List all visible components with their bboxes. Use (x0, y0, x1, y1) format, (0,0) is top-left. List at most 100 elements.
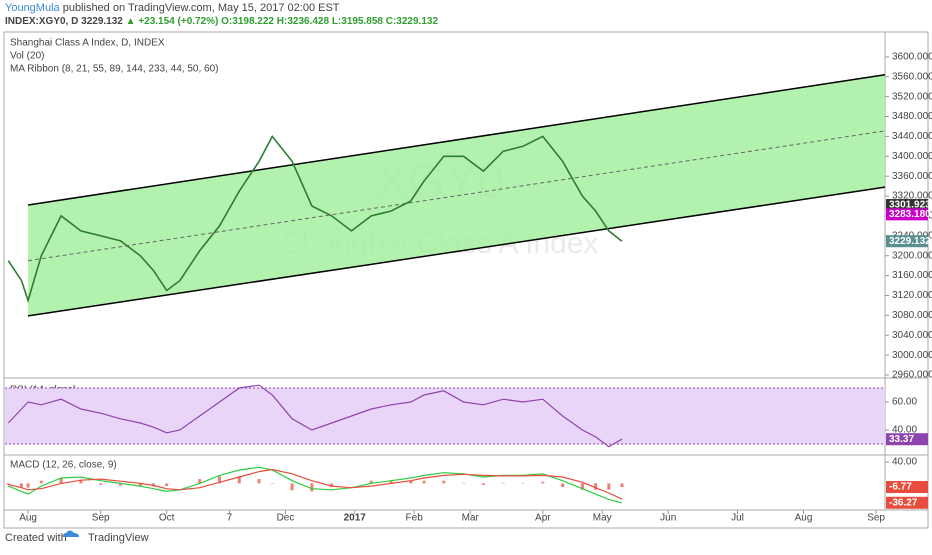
pane-title: MACD (12, 26, close, 9) (10, 460, 117, 471)
series-line (8, 466, 623, 504)
quote-line: INDEX:XGY0, D 3229.132 ▲ +23.154 (+0.72%… (5, 16, 438, 27)
close: C:3229.132 (386, 16, 439, 27)
published: published on TradingView.com, May 15, 20… (63, 2, 340, 14)
footer-created: Created with (5, 532, 67, 544)
channel-upper (27, 74, 886, 206)
histogram-bar (521, 482, 525, 484)
histogram-bar (594, 483, 598, 490)
price-label: 3283.180 (889, 209, 931, 220)
series-line (7, 134, 623, 304)
y-tick-label: 3400.000 (892, 151, 932, 162)
frame (3, 31, 929, 529)
x-tick-label: Jun (660, 513, 676, 524)
y-tick-label: 3120.000 (892, 290, 932, 301)
y-tick-label: 3040.000 (892, 330, 932, 341)
y-tick-label: 3560.000 (892, 71, 932, 82)
pane-title: Shanghai Class A Index, D, INDEX (10, 38, 165, 49)
histogram-bar (462, 482, 466, 484)
open: O:3198.222 (221, 16, 274, 27)
histogram-bar (79, 480, 83, 484)
histogram-bar (422, 480, 426, 484)
x-tick-label: Sep (92, 513, 110, 524)
x-tick-label: Apr (535, 513, 551, 524)
footer-brand[interactable]: TradingView (88, 532, 149, 544)
histogram-bar (442, 480, 446, 484)
channel-fill (28, 74, 886, 316)
y-tick-label: 3320.000 (892, 191, 932, 202)
rsi-band (5, 387, 885, 444)
x-tick-label: Dec (277, 513, 295, 524)
histogram-bar (257, 479, 261, 484)
histogram-bar (561, 483, 565, 488)
channel-lower (27, 186, 886, 317)
series-line (7, 384, 623, 448)
histogram-bar (59, 478, 63, 484)
legend-entry: Vol (20) (10, 51, 44, 62)
histogram-bar (389, 480, 393, 484)
x-tick-label: Aug (795, 513, 813, 524)
x-tick-label: 7 (227, 513, 233, 524)
series-line (8, 468, 623, 500)
histogram-bar (19, 483, 23, 488)
price-label-box (886, 496, 928, 509)
histogram-bar (330, 483, 334, 488)
x-tick-label: 2017 (344, 513, 367, 524)
brand-logo (63, 530, 79, 537)
histogram-bar (481, 483, 485, 485)
histogram-bar (607, 483, 611, 490)
histogram-bar (409, 480, 413, 484)
histogram-bar (99, 483, 103, 485)
histogram-bar (580, 483, 584, 490)
price-label: 3301.923 (889, 200, 931, 211)
legend-entry: MA Ribbon (8, 21, 55, 89, 144, 233, 44, … (10, 64, 218, 75)
histogram-bar (501, 482, 505, 484)
histogram-bar (369, 480, 373, 484)
x-tick-label: Sep (867, 513, 885, 524)
histogram-bar (26, 483, 30, 488)
x-tick-label: Oct (159, 513, 175, 524)
symbol: INDEX:XGY0, D (5, 16, 78, 27)
x-tick-label: Aug (19, 513, 37, 524)
histogram-bar (138, 483, 142, 487)
x-tick-label: Feb (406, 513, 424, 524)
y-tick-label: 3160.000 (892, 270, 932, 281)
y-tick-label: 3000.000 (892, 350, 932, 361)
change: ▲ +23.154 (+0.72%) (126, 16, 219, 27)
histogram-bar (237, 476, 241, 484)
x-tick-label: May (593, 513, 612, 524)
price: 3229.132 (81, 16, 123, 27)
y-tick-label: 60.00 (892, 397, 917, 408)
y-tick-label: 3600.000 (892, 52, 932, 63)
y-tick-label: 3440.000 (892, 131, 932, 142)
y-tick-label: 40.00 (892, 457, 917, 468)
price-label-box (886, 235, 928, 248)
histogram-bar (118, 483, 122, 486)
histogram-bar (310, 483, 314, 492)
y-tick-label: 3200.000 (892, 250, 932, 261)
histogram-bar (217, 476, 221, 484)
y-tick-label: 40.00 (892, 425, 917, 436)
author[interactable]: YoungMula (5, 2, 61, 14)
histogram-bar (541, 481, 545, 484)
price-label: 33.37 (889, 434, 914, 445)
histogram-bar (165, 483, 169, 487)
y-tick-label: 3360.000 (892, 171, 932, 182)
price-label-box (886, 208, 928, 221)
histogram-bar (6, 483, 10, 485)
price-label: 3229.132 (889, 236, 931, 247)
high: H:3236.428 (277, 16, 330, 27)
low: L:3195.858 (332, 16, 384, 27)
x-tick-label: Jul (731, 513, 744, 524)
y-tick-label: 3080.000 (892, 310, 932, 321)
histogram-bar (198, 479, 202, 484)
y-tick-label: 2960.000 (892, 370, 932, 381)
histogram-bar (290, 483, 294, 491)
channel-middle (28, 130, 886, 262)
histogram-bar (620, 483, 624, 488)
y-tick-label: 3520.000 (892, 91, 932, 102)
price-label-box (886, 481, 928, 494)
histogram-bar (39, 480, 43, 484)
x-tick-label: Mar (462, 513, 480, 524)
price-label-box (886, 433, 928, 446)
